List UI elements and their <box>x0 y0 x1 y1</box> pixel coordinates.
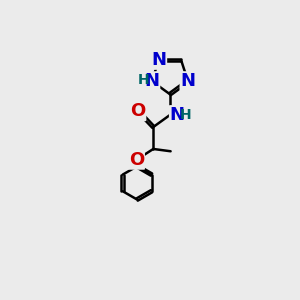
Text: N: N <box>180 72 195 90</box>
Text: H: H <box>137 73 149 87</box>
Text: N: N <box>144 72 159 90</box>
Text: O: O <box>130 102 146 120</box>
Text: H: H <box>180 108 191 122</box>
Text: O: O <box>129 151 144 169</box>
Text: N: N <box>151 51 166 69</box>
Text: N: N <box>170 106 185 124</box>
